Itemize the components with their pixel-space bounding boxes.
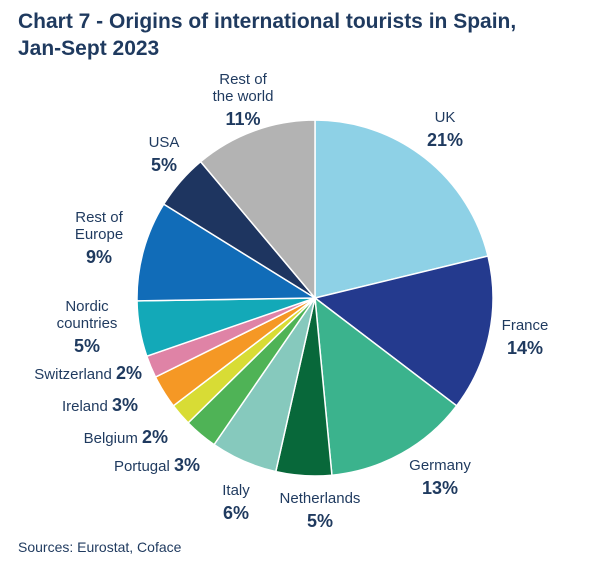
pie-slice-france (313, 255, 494, 407)
slice-percent: 13% (422, 478, 458, 498)
slice-percent: 6% (223, 503, 249, 523)
slice-percent: 11% (225, 109, 260, 129)
slice-label-belgium: Belgium 2% (84, 427, 168, 447)
slice-label-usa: USA 5% (149, 134, 180, 175)
slice-name: Netherlands (280, 490, 361, 507)
slice-label-germany: Germany 13% (409, 457, 471, 498)
pie-slice-rest-of-the-world (199, 119, 316, 301)
slice-percent: 21% (427, 130, 463, 150)
chart-title-line-2: Jan-Sept 2023 (18, 37, 160, 60)
slice-label-uk: UK 21% (427, 109, 463, 150)
chart-title: Chart 7 - Origins of international touri… (18, 8, 578, 62)
slice-label-text: Portugal 3% (114, 455, 200, 475)
slice-label-netherlands: Netherlands 5% (280, 490, 361, 531)
slice-label-ireland: Ireland 3% (62, 395, 138, 415)
slice-label-switzerland: Switzerland 2% (34, 363, 142, 383)
slice-name: Rest of (75, 209, 123, 226)
chart-title-line-1: Chart 7 - Origins of international touri… (18, 10, 517, 33)
slice-name: Germany (409, 457, 471, 474)
slice-percent: 5% (307, 511, 333, 531)
slice-label-text: Belgium 2% (84, 427, 168, 447)
pie-slice-rest-of-europe (136, 203, 318, 302)
slice-name: Nordic (65, 298, 109, 315)
slice-name: Italy (222, 482, 250, 499)
slice-label-portugal: Portugal 3% (114, 455, 200, 475)
slice-label-france: France 14% (502, 317, 549, 358)
slice-percent: 14% (507, 338, 543, 358)
slice-label-text: Switzerland 2% (34, 363, 142, 383)
slice-name: Europe (75, 226, 123, 243)
slice-label-italy: Italy 6% (222, 482, 250, 523)
slice-name: countries (57, 315, 118, 332)
pie-slice-uk (314, 119, 489, 299)
pie-slice-germany (314, 296, 458, 477)
slice-label-text: Ireland 3% (62, 395, 138, 415)
slice-percent: 5% (74, 336, 100, 356)
slice-name: UK (435, 109, 456, 126)
source-note: Sources: Eurostat, Coface (18, 539, 182, 555)
slice-name: the world (213, 88, 274, 105)
slice-percent: 9% (86, 247, 112, 267)
slice-name: France (502, 317, 549, 334)
slice-percent: 5% (151, 155, 177, 175)
slice-name: Rest of (219, 71, 267, 88)
slice-name: USA (149, 134, 180, 151)
